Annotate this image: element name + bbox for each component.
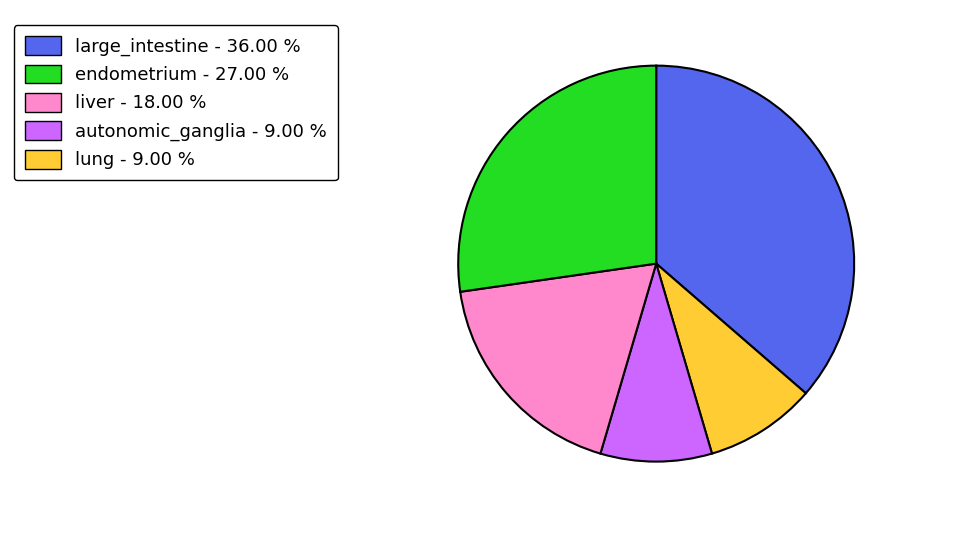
Wedge shape <box>656 66 854 393</box>
Legend: large_intestine - 36.00 %, endometrium - 27.00 %, liver - 18.00 %, autonomic_gan: large_intestine - 36.00 %, endometrium -… <box>14 25 338 180</box>
Wedge shape <box>600 264 712 462</box>
Wedge shape <box>458 66 656 292</box>
Wedge shape <box>460 264 656 454</box>
Wedge shape <box>656 264 806 454</box>
